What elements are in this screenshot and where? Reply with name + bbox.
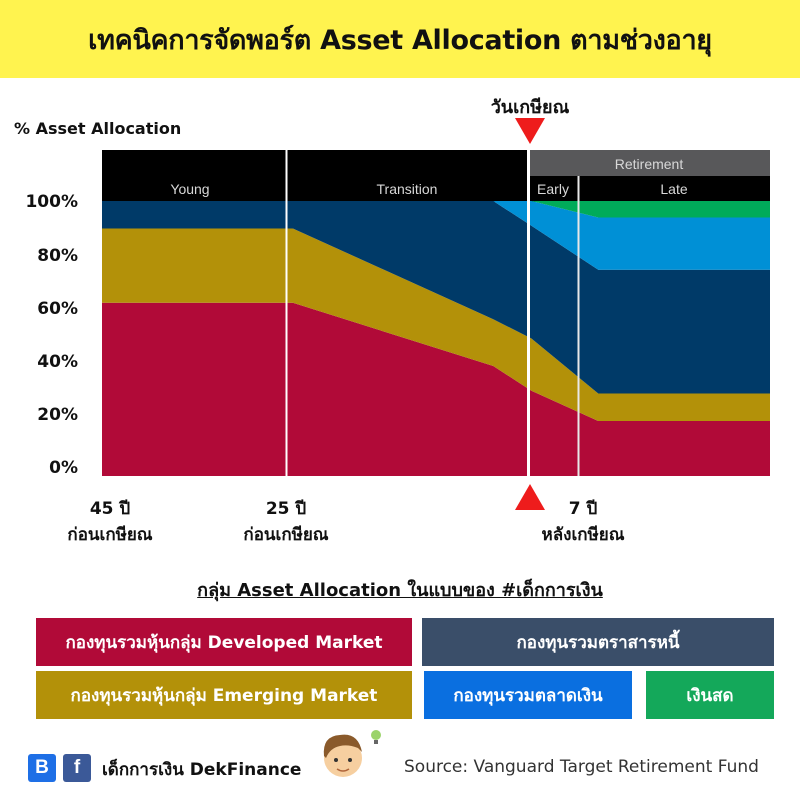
x-label-7y: 7 ปี หลังเกษียณ [523,496,643,548]
legend-developed-market: กองทุนรวมหุ้นกลุ่ม Developed Market [36,618,412,666]
area-series [102,201,770,476]
x-label-25y: 25 ปี ก่อนเกษียณ [226,496,346,548]
x-label-25y-years: 25 ปี [265,499,307,519]
legend-money-market: กองทุนรวมตลาดเงิน [424,671,632,719]
y-axis-title: % Asset Allocation [14,119,182,138]
phase-early: Early [537,181,569,197]
legend-title: กลุ่ม Asset Allocation ในแบบของ #เด็กการ… [197,580,603,601]
facebook-icon[interactable]: f [63,754,91,782]
area-กองทุนรวมหุ้นกลุ่ม Emerging Market [102,228,770,421]
blockdit-icon[interactable]: B [28,754,56,782]
retirement-label: วันเกษียณ [490,97,570,118]
x-label-7y-desc: หลังเกษียณ [541,525,625,545]
phase-transition: Transition [377,181,438,197]
retirement-header-band [528,150,770,176]
x-label-45y: 45 ปี ก่อนเกษียณ [50,496,170,548]
source-credit: Source: Vanguard Target Retirement Fund [404,757,759,777]
retirement-marker-up-icon [515,484,545,510]
legend-emerging-market: กองทุนรวมหุ้นกลุ่ม Emerging Market [36,671,412,719]
x-label-25y-desc: ก่อนเกษียณ [243,525,329,545]
phase-header-band [102,150,528,202]
brand-name: เด็กการเงิน DekFinance [102,760,302,780]
legend-cash: เงินสด [646,671,774,719]
page-title: เทคนิคการจัดพอร์ต Asset Allocation ตามช่… [88,24,712,56]
retirement-marker-down-icon [515,118,545,144]
y-tick-40: 40% [37,352,78,372]
x-label-7y-years: 7 ปี [568,499,598,519]
area-กองทุนรวมหุ้นกลุ่ม Developed Market [102,302,770,476]
area-เงินสด [102,201,770,218]
mascot-avatar-icon [323,730,381,777]
y-tick-20: 20% [37,405,78,425]
y-tick-80: 80% [37,246,78,266]
early-late-header-band [528,176,770,202]
title-bar: เทคนิคการจัดพอร์ต Asset Allocation ตามช่… [0,0,800,78]
area-กองทุนรวมตลาดเงิน [102,201,770,270]
y-tick-100: 100% [25,192,78,212]
y-tick-0: 0% [49,458,78,478]
legend-bond-fund: กองทุนรวมตราสารหนี้ [422,618,774,666]
phase-late: Late [660,181,687,197]
phase-young: Young [170,181,209,197]
x-label-45y-years: 45 ปี [89,499,131,519]
area-กองทุนรวมตราสารหนี้ [102,201,770,394]
x-label-45y-desc: ก่อนเกษียณ [67,525,153,545]
phase-retirement: Retirement [615,156,684,172]
y-tick-60: 60% [37,299,78,319]
